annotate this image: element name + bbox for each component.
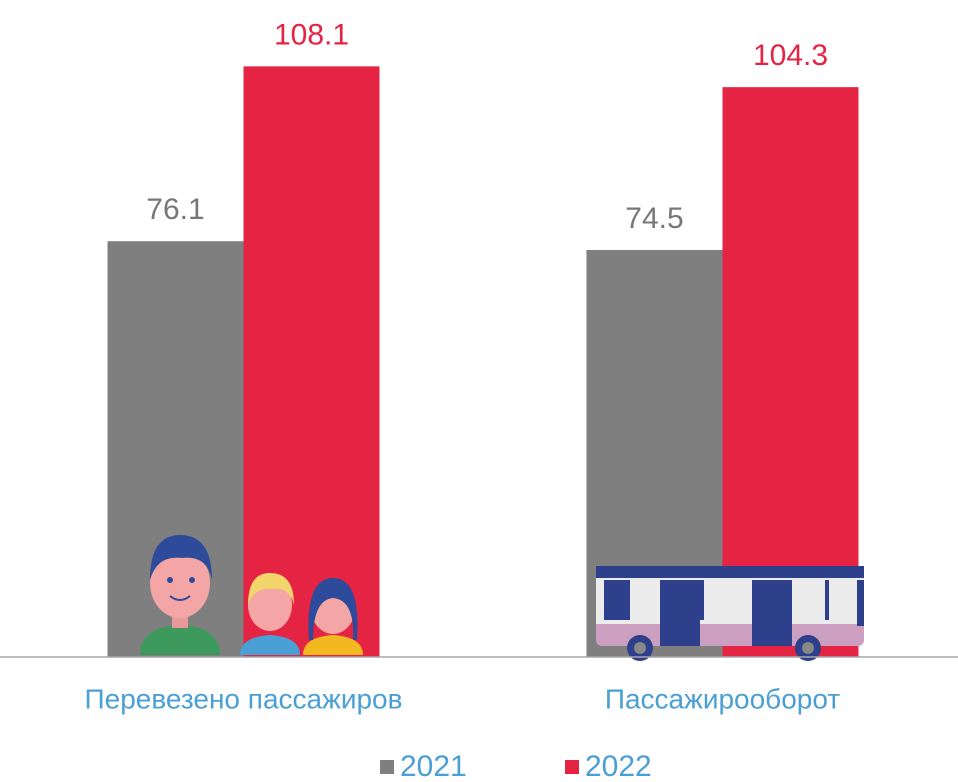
legend-swatch	[565, 760, 579, 774]
bars	[107, 66, 859, 658]
bar	[243, 66, 380, 657]
people-icon	[140, 535, 363, 655]
legend-label: 2022	[585, 750, 652, 782]
value-label: 74.5	[625, 202, 683, 235]
x-tick-label: Пассажирооборот	[605, 683, 840, 714]
value-label: 104.3	[753, 39, 828, 72]
bar	[722, 87, 859, 658]
x-tick-label: Перевезено пассажиров	[85, 683, 403, 714]
legend-label: 2021	[400, 750, 467, 782]
value-label: 108.1	[274, 18, 349, 51]
value-label: 76.1	[146, 193, 204, 226]
legend-swatch	[380, 760, 394, 774]
bus-icon	[596, 566, 864, 661]
